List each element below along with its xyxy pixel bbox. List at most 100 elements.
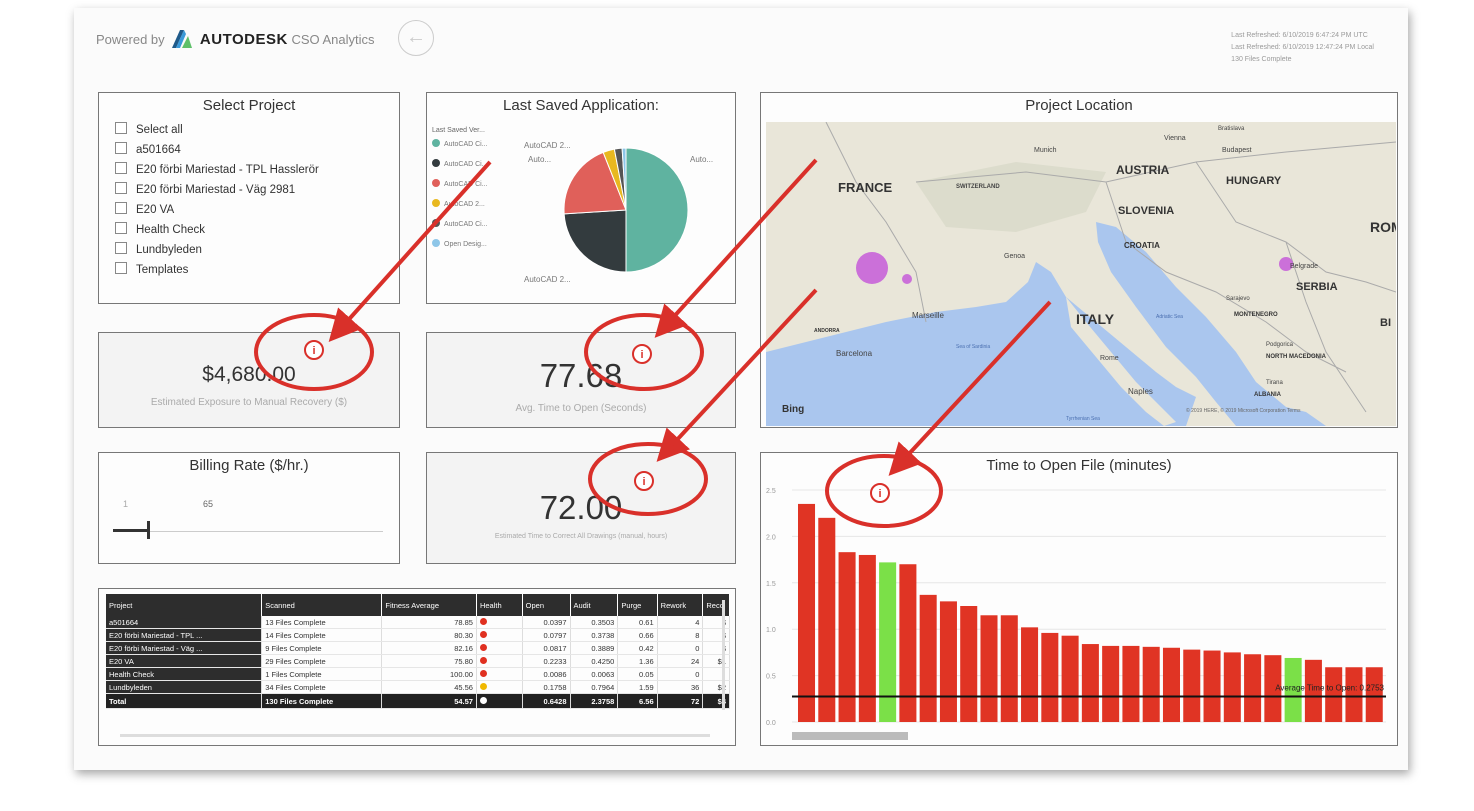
bar[interactable] [1142,646,1160,722]
bar[interactable] [939,601,957,722]
project-item[interactable]: E20 VA [115,200,399,220]
project-item[interactable]: Select all [115,120,399,140]
project-item[interactable]: E20 förbi Mariestad - Väg 2981 [115,180,399,200]
pie-legend-label[interactable]: AutoCAD Ci... [444,221,488,228]
annotation-circle [825,454,943,528]
pie-legend-marker[interactable] [432,179,440,187]
bar[interactable] [1264,655,1282,722]
slider-handle[interactable] [147,521,150,539]
bar[interactable] [1284,657,1302,722]
slider-track[interactable] [113,531,383,532]
pie-legend-marker[interactable] [432,199,440,207]
pie-slice[interactable] [621,147,627,211]
column-header[interactable]: Health [476,594,523,616]
info-icon[interactable]: i [634,471,654,491]
map-label: Munich [1034,147,1057,154]
bar[interactable] [1041,632,1059,722]
info-icon[interactable]: i [304,340,324,360]
info-icon[interactable]: i [870,483,890,503]
bar[interactable] [879,562,897,722]
project-item[interactable]: Health Check [115,220,399,240]
bar[interactable] [1183,649,1201,722]
checkbox-icon[interactable] [115,122,127,134]
bar[interactable] [899,564,917,722]
pie-slice[interactable] [625,147,689,273]
project-item[interactable]: Lundbyleden [115,240,399,260]
pie-legend-label[interactable]: Open Desig... [444,241,487,248]
pie-legend-label[interactable]: AutoCAD Ci... [444,161,488,168]
table-header-row: Project Scanned Fitness Average Health O… [106,594,730,616]
bar[interactable] [858,554,876,722]
project-list: Select all a501664 E20 förbi Mariestad -… [115,120,399,280]
bar[interactable] [1102,645,1120,722]
bar[interactable] [838,552,856,722]
pie-callout: AutoCAD 2... [524,141,571,150]
chart-scrollbar[interactable] [792,732,908,740]
bar[interactable] [1162,647,1180,722]
table-row[interactable]: a501664 13 Files Complete 78.85 0.0397 0… [106,616,730,629]
bar[interactable] [919,594,937,722]
bar[interactable] [1223,652,1241,722]
bar[interactable] [1081,644,1099,722]
bar[interactable] [1203,650,1221,722]
bar[interactable] [1000,615,1018,722]
bar[interactable] [960,606,978,722]
bar[interactable] [1122,645,1140,722]
pie-slice[interactable] [563,151,627,215]
column-header[interactable]: Scanned [261,594,383,616]
back-arrow-button[interactable]: ← [398,20,434,56]
bar[interactable] [1304,659,1322,722]
column-header[interactable]: Audit [570,594,619,616]
column-header[interactable]: Open [522,594,571,616]
column-header[interactable]: Rework [657,594,704,616]
table-row[interactable]: E20 förbi Mariestad - Väg ... 9 Files Co… [106,641,730,655]
pie-slice[interactable] [563,209,627,273]
average-reference-label: Average Time to Open: 0.2753 [1275,683,1384,692]
annotation-arrow [656,288,818,462]
annotation-arrow [888,300,1052,476]
refresh-local: Last Refreshed: 6/10/2019 12:47:24 PM Lo… [1231,44,1374,51]
project-item[interactable]: Templates [115,260,399,280]
pie-legend-label[interactable]: AutoCAD 2... [444,201,485,208]
pie-legend-marker[interactable] [432,239,440,247]
bar[interactable] [1345,667,1363,722]
project-map[interactable]: FRANCE AUSTRIA HUNGARY SWITZERLAND SLOVE… [766,122,1396,426]
column-header[interactable]: Purge [617,594,658,616]
pie-legend-label[interactable]: AutoCAD Ci... [444,181,488,188]
bar[interactable] [818,517,836,722]
project-item[interactable]: a501664 [115,140,399,160]
bar[interactable] [1061,635,1079,722]
cell-health [476,693,523,709]
checkbox-icon[interactable] [115,242,127,254]
column-header[interactable]: Fitness Average [381,594,477,616]
checkbox-icon[interactable] [115,222,127,234]
cell-health [476,667,523,681]
pie-legend-marker[interactable] [432,159,440,167]
pie-legend-marker[interactable] [432,139,440,147]
pie-legend-label[interactable]: AutoCAD Ci... [444,141,488,148]
bar[interactable] [1021,627,1039,722]
checkbox-icon[interactable] [115,262,127,274]
column-header[interactable]: Project [106,594,263,616]
map-graphic: FRANCE AUSTRIA HUNGARY SWITZERLAND SLOVE… [766,122,1396,426]
last-saved-pie-chart: Last Saved Ver... AutoCAD Ci... AutoCAD C… [432,127,713,284]
bar[interactable] [1244,654,1262,722]
checkbox-icon[interactable] [115,142,127,154]
checkbox-icon[interactable] [115,162,127,174]
project-label: E20 förbi Mariestad - Väg 2981 [136,184,296,196]
checkbox-icon[interactable] [115,202,127,214]
bar[interactable] [1325,667,1343,722]
table-horizontal-scrollbar[interactable] [120,734,710,737]
table-row[interactable]: E20 förbi Mariestad - TPL ... 14 Files C… [106,628,730,642]
checkbox-icon[interactable] [115,182,127,194]
bar[interactable] [798,503,816,722]
bar[interactable] [1365,667,1383,722]
info-icon[interactable]: i [632,344,652,364]
bar[interactable] [980,615,998,722]
table-row[interactable]: Lundbyleden 34 Files Complete 45.56 0.17… [106,680,730,694]
files-complete: 130 Files Complete [1231,56,1292,63]
cell-health [476,628,523,642]
table-vertical-scrollbar[interactable] [722,600,725,710]
project-item[interactable]: E20 förbi Mariestad - TPL Hasslerör [115,160,399,180]
cell-fitness: 82.16 [381,641,477,655]
